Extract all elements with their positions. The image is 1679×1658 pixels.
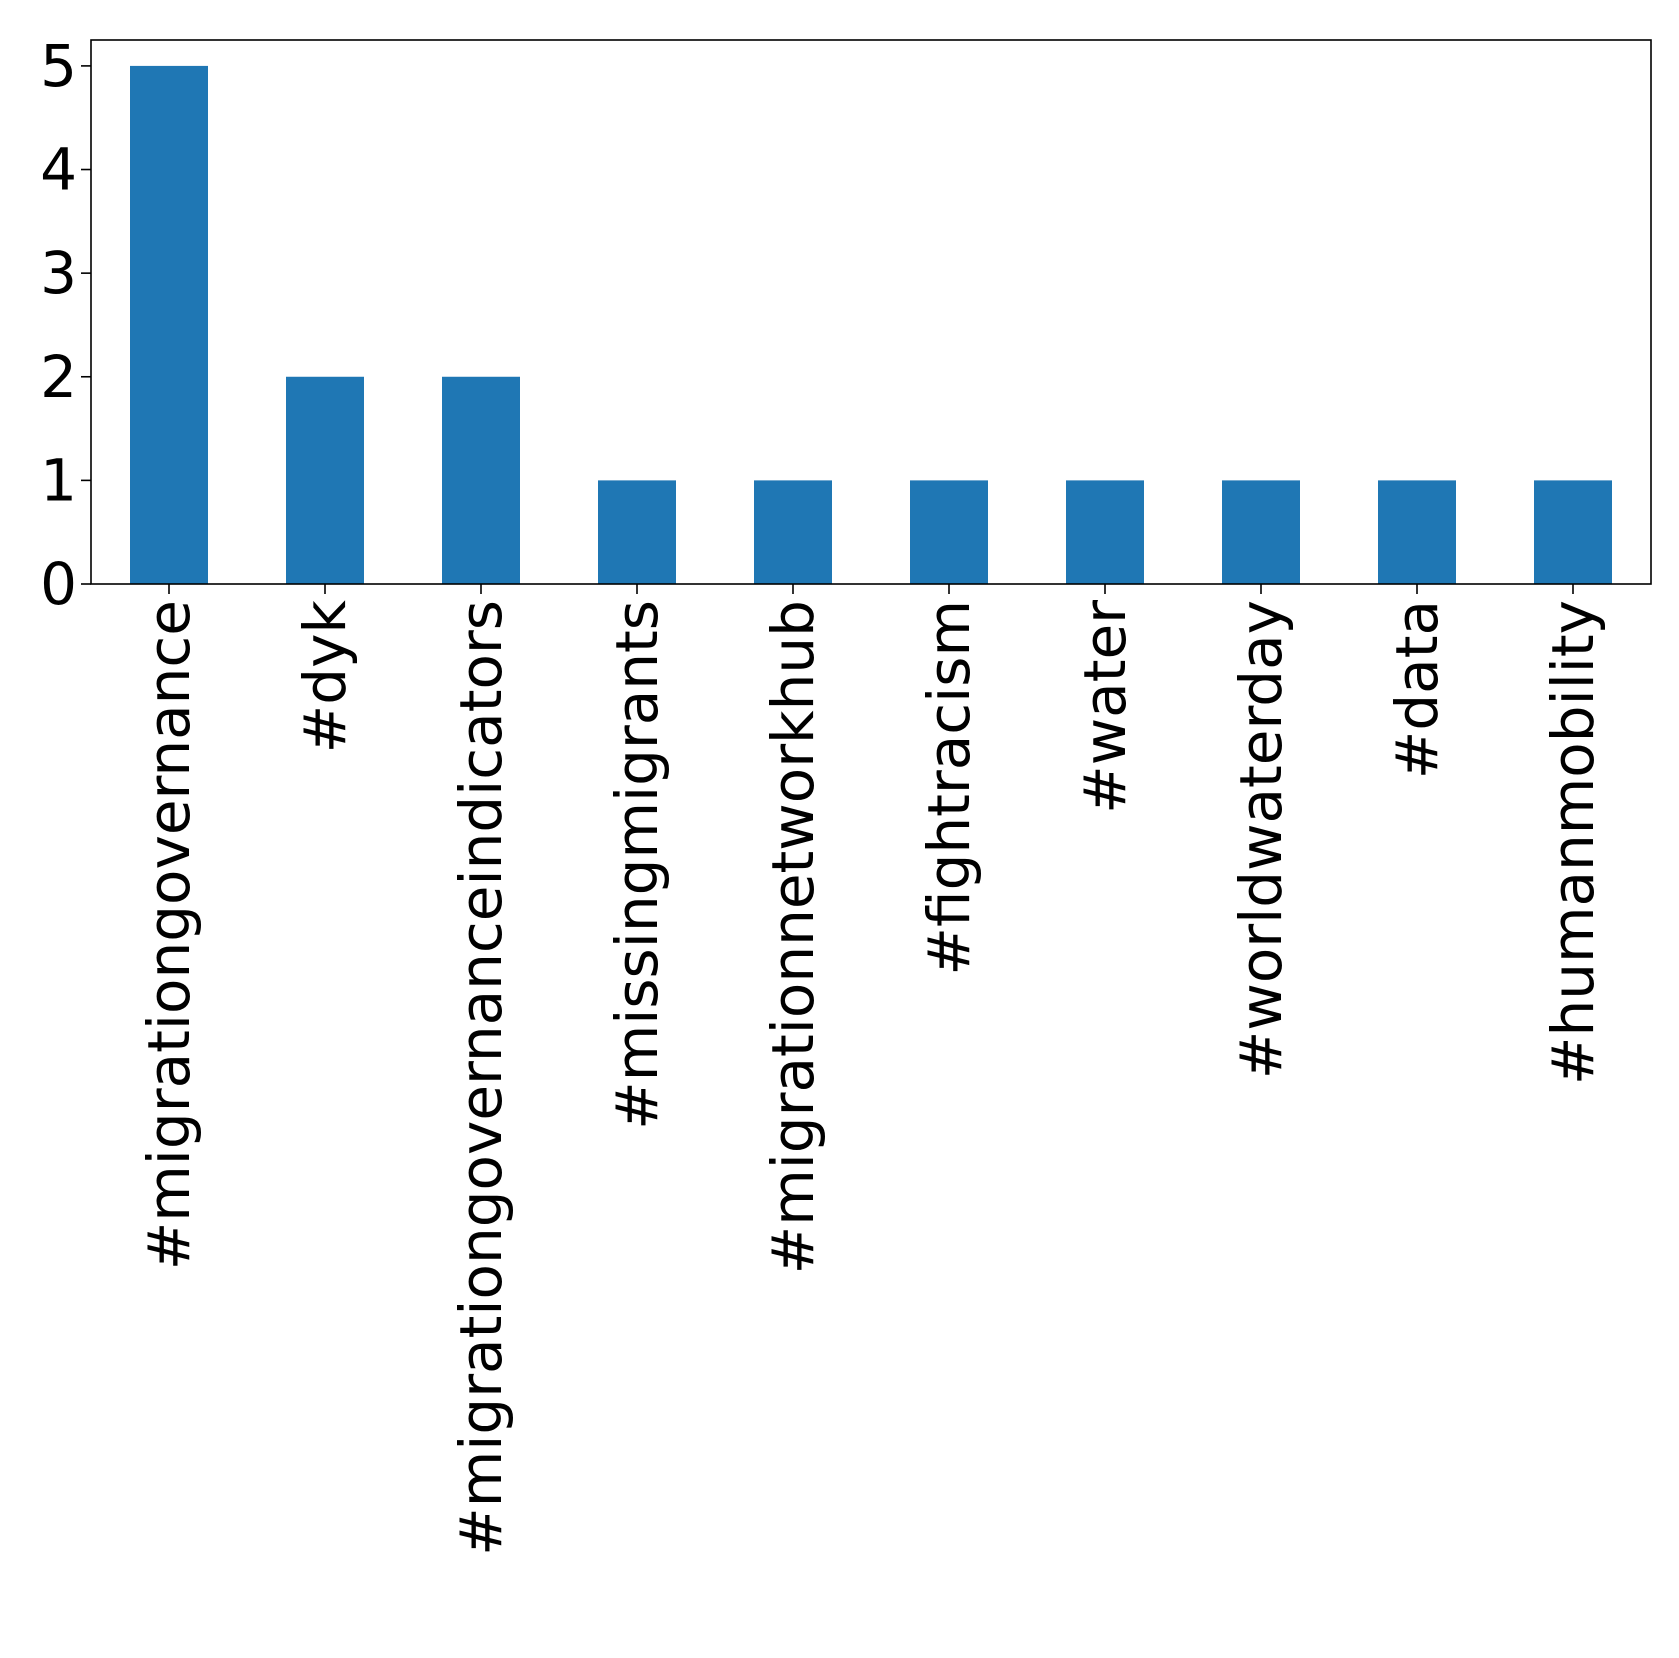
bar-migrationgovernanceindicators xyxy=(442,376,520,584)
x-tick-label: #dyk xyxy=(291,600,359,754)
bar-fightracism xyxy=(910,480,988,584)
x-tick-label: #migrationnetworkhub xyxy=(759,600,827,1274)
x-tick-label: #data xyxy=(1383,600,1451,779)
y-tick-label: 2 xyxy=(40,343,77,411)
x-tick-label: #missingmigrants xyxy=(603,600,671,1130)
y-axis: 0 1 2 3 4 5 xyxy=(40,32,91,618)
bar-missingmigrants xyxy=(598,480,676,584)
x-tick-label: #worldwaterday xyxy=(1227,600,1295,1079)
bar-migrationgovernance xyxy=(130,65,208,584)
bar-humanmobility xyxy=(1534,480,1612,584)
bar-worldwaterday xyxy=(1222,480,1300,584)
bars-group xyxy=(130,65,1612,584)
bar-water xyxy=(1066,480,1144,584)
y-tick-label: 0 xyxy=(40,550,77,618)
y-tick-label: 5 xyxy=(40,32,77,100)
y-tick-label: 3 xyxy=(40,239,77,307)
bar-migrationnetworkhub xyxy=(754,480,832,584)
x-tick-label: #humanmobility xyxy=(1539,600,1607,1085)
x-tick-label: #water xyxy=(1071,600,1139,814)
bar-dyk xyxy=(286,376,364,584)
bar-data xyxy=(1378,480,1456,584)
x-axis: #migrationgovernance #dyk #migrationgovern… xyxy=(135,584,1607,1556)
y-tick-label: 1 xyxy=(40,446,77,514)
x-tick-label: #fightracism xyxy=(915,600,983,976)
y-tick-label: 4 xyxy=(40,136,77,204)
plot-frame xyxy=(90,39,1652,585)
x-tick-label: #migrationgovernance xyxy=(135,600,203,1270)
x-tick-label: #migrationgovernanceindicators xyxy=(447,600,515,1556)
